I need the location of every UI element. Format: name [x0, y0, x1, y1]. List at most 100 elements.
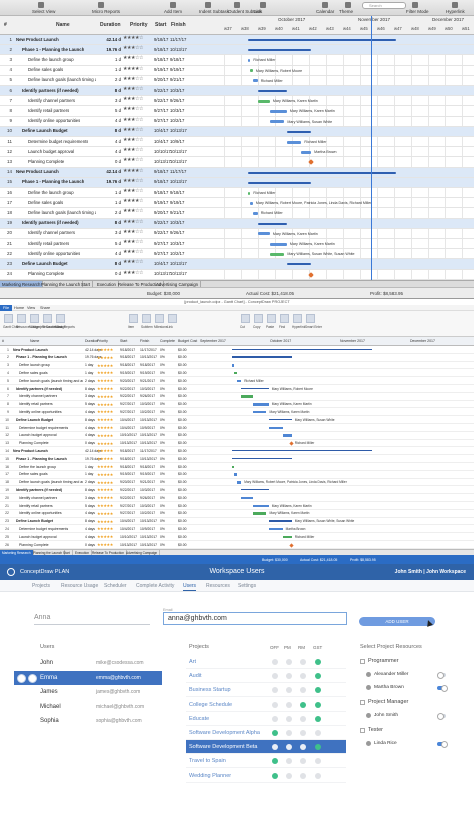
- task-name[interactable]: Define Launch Budget: [22, 260, 68, 266]
- ribbon-label[interactable]: Hyperlink: [292, 325, 306, 329]
- sheet-tab[interactable]: Marketing Research: [0, 550, 34, 556]
- task-name[interactable]: Define the launch group: [28, 189, 74, 195]
- gantt-bar[interactable]: [286, 130, 312, 133]
- resource-toggle[interactable]: [437, 741, 448, 748]
- ribbon-label[interactable]: Paste: [266, 325, 275, 329]
- priority-stars[interactable]: ★★★★★: [97, 417, 113, 423]
- permission-toggle[interactable]: [272, 687, 278, 694]
- toolbar-label[interactable]: Link: [254, 9, 263, 14]
- table-row[interactable]: 20 Identify channel partners 3 d ★★★☆☆ 9/22/…: [0, 229, 474, 239]
- priority-stars[interactable]: ★★★★☆: [123, 36, 144, 41]
- task-name[interactable]: Planning Complete: [19, 542, 49, 547]
- table-row[interactable]: 24 Planning Complete 0 d ★★★☆☆ 10/13/17 10/13…: [0, 270, 474, 280]
- priority-stars[interactable]: ★★★☆☆: [123, 178, 144, 184]
- table-row[interactable]: 6 Identify partners (if needed) 8 days ★★★★…: [0, 385, 474, 393]
- table-row[interactable]: 11 Determine budget requirements 4 d ★★★☆☆ 1…: [0, 137, 474, 148]
- column-header[interactable]: #: [2, 339, 4, 343]
- gantt-bar[interactable]: [250, 69, 253, 73]
- table-row[interactable]: 4 Define sales goals 1 d ★★★★☆ 9/19/17 9/19/1…: [0, 66, 474, 76]
- ribbon-button-icon[interactable]: [43, 314, 52, 323]
- column-header[interactable]: Finish: [140, 339, 150, 343]
- table-row[interactable]: 8 Identify retail partners 5 days ★★★★★ 9/27…: [0, 401, 474, 409]
- user-row[interactable]: Sophia sophia@ghbvth.com: [14, 714, 162, 729]
- priority-stars[interactable]: ★★★☆☆: [123, 148, 144, 154]
- gantt-bar[interactable]: [268, 418, 292, 421]
- ribbon-label[interactable]: Item: [128, 325, 135, 329]
- gantt-bar[interactable]: [232, 465, 235, 469]
- priority-stars[interactable]: ★★★★★: [97, 526, 113, 532]
- permission-toggle[interactable]: [315, 673, 321, 680]
- sheet-tab[interactable]: Execution: [95, 281, 119, 288]
- menu-item[interactable]: View: [27, 306, 36, 310]
- permission-toggle[interactable]: [272, 744, 278, 751]
- gantt-bar[interactable]: [232, 356, 292, 358]
- permission-toggle[interactable]: [272, 701, 278, 708]
- gantt-bar[interactable]: [241, 387, 269, 390]
- ribbon-button-icon[interactable]: [168, 314, 177, 323]
- ribbon-label[interactable]: Multiproject Dashboard: [29, 325, 62, 329]
- sheet-tab[interactable]: Start: [61, 550, 73, 556]
- task-name[interactable]: Identify partners (if needed): [16, 487, 63, 492]
- priority-stars[interactable]: ★★★★★: [97, 503, 113, 508]
- ribbon-button-icon[interactable]: [155, 314, 164, 323]
- task-name[interactable]: Planning Complete: [28, 158, 65, 164]
- ribbon-button-icon[interactable]: [306, 314, 315, 323]
- table-row[interactable]: 3 Define launch group 1 day ★★★★★ 9/18/2017 9…: [0, 362, 474, 370]
- priority-stars[interactable]: ★★★☆☆: [123, 56, 144, 62]
- nav-scheduler[interactable]: Scheduler: [104, 583, 127, 589]
- ribbon-label[interactable]: Copy: [253, 325, 261, 329]
- task-name[interactable]: Define sales goals: [28, 199, 64, 205]
- project-row[interactable]: College Schedule: [186, 698, 346, 712]
- toolbar-label[interactable]: Theme: [339, 9, 354, 14]
- group-checkbox[interactable]: [360, 700, 365, 705]
- ribbon-label[interactable]: Milestone: [154, 325, 168, 329]
- ribbon-label[interactable]: Resource Usage: [42, 325, 66, 329]
- permission-toggle[interactable]: [300, 758, 306, 765]
- toolbar-icon[interactable]: [234, 2, 240, 8]
- column-header[interactable]: Name: [30, 339, 40, 343]
- gantt-bar[interactable]: [257, 232, 270, 236]
- priority-stars[interactable]: ★★★★★: [97, 347, 113, 352]
- table-row[interactable]: 22 Identify online opportunities 4 d ★★★☆☆ 9…: [0, 249, 474, 260]
- toolbar-icon[interactable]: [412, 2, 418, 8]
- gantt-bar[interactable]: [252, 410, 267, 414]
- ribbon-button-icon[interactable]: [17, 314, 26, 323]
- priority-stars[interactable]: ★★★☆☆: [123, 87, 144, 92]
- priority-stars[interactable]: ★★★☆☆: [123, 260, 144, 266]
- gantt-bar[interactable]: [232, 449, 373, 452]
- group-checkbox[interactable]: [360, 728, 365, 733]
- task-name[interactable]: Define launch goals (launch timing and a…: [19, 378, 83, 383]
- table-row[interactable]: 9 Identify online opportunities 4 days ★★★★…: [0, 408, 474, 417]
- task-name[interactable]: Identify channel partners: [19, 495, 58, 500]
- ribbon-label[interactable]: Smart Enter: [305, 325, 323, 329]
- priority-stars[interactable]: ★★★☆☆: [123, 219, 144, 225]
- permission-toggle[interactable]: [286, 772, 292, 779]
- priority-stars[interactable]: ★★★★☆: [123, 199, 144, 205]
- gantt-bar[interactable]: [248, 181, 312, 184]
- priority-stars[interactable]: ★★★★★: [97, 362, 113, 368]
- table-row[interactable]: 2 Phase 1 - Planning the Launch 19.76 days…: [0, 354, 474, 362]
- table-row[interactable]: 18 Define launch goals (launch timing and…: [0, 208, 474, 219]
- toolbar-icon[interactable]: [322, 2, 328, 8]
- task-name[interactable]: New Product Launch: [16, 169, 59, 175]
- gantt-bar[interactable]: [248, 191, 251, 195]
- table-row[interactable]: 4 Define sales goals 1 day ★★★★★ 9/19/2017 9/…: [0, 369, 474, 378]
- table-row[interactable]: 3 Define the launch group 1 d ★★★☆☆ 9/18/17 9…: [0, 55, 474, 66]
- priority-stars[interactable]: ★★★★☆: [123, 66, 144, 72]
- gantt-bar[interactable]: [286, 263, 312, 266]
- ribbon-button-icon[interactable]: [280, 314, 289, 323]
- permission-toggle[interactable]: [315, 659, 321, 665]
- table-row[interactable]: 2 Phase 1 - Planning the Launch 19.76 d ★★★…: [0, 45, 474, 56]
- ribbon-label[interactable]: Cut: [240, 325, 245, 329]
- table-row[interactable]: 7 Identify channel partners 3 d ★★★☆☆ 9/22/1…: [0, 96, 474, 107]
- sheet-tab[interactable]: Planning the Launch: [39, 281, 84, 288]
- task-name[interactable]: Identify retail partners: [28, 107, 70, 113]
- column-header[interactable]: Budget Cost: [178, 339, 198, 343]
- col-start[interactable]: Start: [155, 22, 167, 28]
- table-row[interactable]: 20 Identify channel partners 3 days ★★★★★ 9/…: [0, 494, 474, 502]
- table-row[interactable]: 25 Launch budget approval 4 days ★★★★★ 10/10…: [0, 533, 474, 541]
- user-row[interactable]: John mike@csodessa.com: [14, 656, 162, 671]
- gantt-bar[interactable]: [241, 496, 253, 500]
- permission-toggle[interactable]: [315, 701, 321, 708]
- task-name[interactable]: Identify channel partners: [28, 230, 76, 236]
